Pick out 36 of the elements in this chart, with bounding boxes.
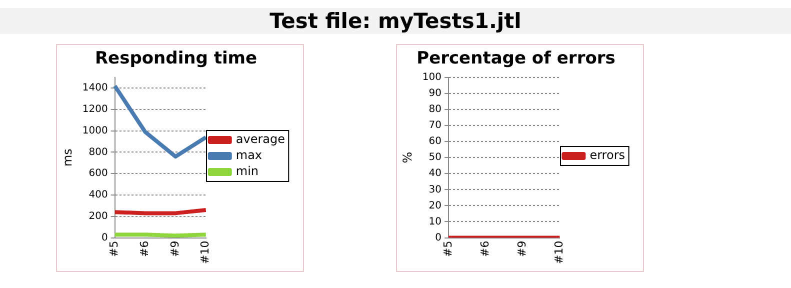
- x-tick-label: #9: [515, 240, 528, 258]
- y-tick-label: 1200: [82, 104, 108, 116]
- y-tick-label: 1000: [82, 125, 108, 136]
- y-tick-label: 0: [435, 232, 442, 244]
- x-tick-label: #5: [108, 240, 121, 258]
- y-tick-label: 0: [101, 232, 108, 244]
- y-tick-label: 50: [428, 152, 442, 164]
- chart-title: Percentage of errors: [416, 48, 616, 69]
- y-tick-label: 60: [428, 136, 442, 148]
- y-tick-label: 90: [428, 88, 442, 100]
- y-tick-label: 40: [428, 168, 442, 180]
- y-tick-label: 800: [88, 146, 108, 158]
- y-tick-label: 30: [428, 184, 442, 196]
- y-tick-label: 20: [428, 200, 442, 212]
- y-tick-label: 70: [428, 120, 442, 132]
- y-axis-title: ms: [60, 148, 74, 167]
- x-tick-label: #10: [552, 240, 566, 264]
- legend-label: errors: [590, 148, 626, 162]
- x-tick-label: #10: [198, 240, 212, 264]
- y-tick-label: 200: [88, 210, 108, 222]
- y-tick-label: 100: [422, 72, 442, 83]
- x-tick-label: #5: [441, 240, 454, 258]
- y-axis-title: %: [400, 152, 414, 164]
- x-tick-label: #9: [168, 240, 182, 258]
- x-tick-label: #6: [478, 240, 492, 258]
- legend-label: min: [236, 164, 259, 178]
- y-tick-label: 1400: [82, 82, 108, 94]
- legend-label: max: [236, 148, 262, 162]
- y-tick-label: 80: [428, 104, 442, 116]
- x-tick-label: #6: [138, 240, 152, 258]
- y-tick-label: 400: [88, 190, 108, 201]
- legend-label: average: [236, 132, 285, 146]
- y-tick-label: 600: [88, 168, 108, 180]
- text: Test file: myTests1.jtl: [0, 8, 791, 34]
- chart-title: Responding time: [94, 48, 258, 69]
- y-tick-label: 10: [428, 216, 442, 228]
